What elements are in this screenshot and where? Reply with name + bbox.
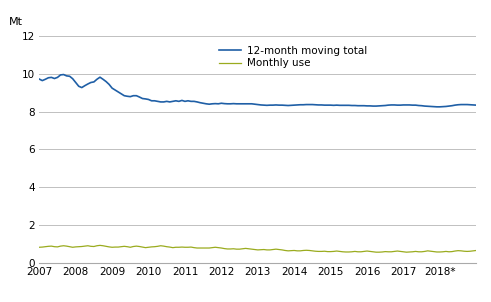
12-month moving total xyxy=(149,99,155,103)
Monthly use xyxy=(373,250,379,254)
Monthly use xyxy=(298,249,303,253)
Monthly use xyxy=(149,245,155,249)
Line: 12-month moving total: 12-month moving total xyxy=(39,75,479,107)
12-month moving total xyxy=(145,98,151,101)
Monthly use xyxy=(88,245,94,248)
Text: Mt: Mt xyxy=(9,17,23,27)
Legend: 12-month moving total, Monthly use: 12-month moving total, Monthly use xyxy=(215,41,371,72)
12-month moving total xyxy=(60,73,66,76)
Monthly use xyxy=(261,248,267,251)
12-month moving total xyxy=(261,103,267,107)
12-month moving total xyxy=(164,100,170,103)
12-month moving total xyxy=(434,105,440,109)
12-month moving total xyxy=(91,80,97,84)
12-month moving total xyxy=(476,103,482,107)
Monthly use xyxy=(476,249,482,252)
Monthly use xyxy=(36,246,42,249)
Monthly use xyxy=(145,246,151,249)
Line: Monthly use: Monthly use xyxy=(39,245,479,252)
Monthly use xyxy=(97,243,103,247)
12-month moving total xyxy=(298,103,303,107)
Monthly use xyxy=(164,245,170,249)
12-month moving total xyxy=(36,77,42,81)
